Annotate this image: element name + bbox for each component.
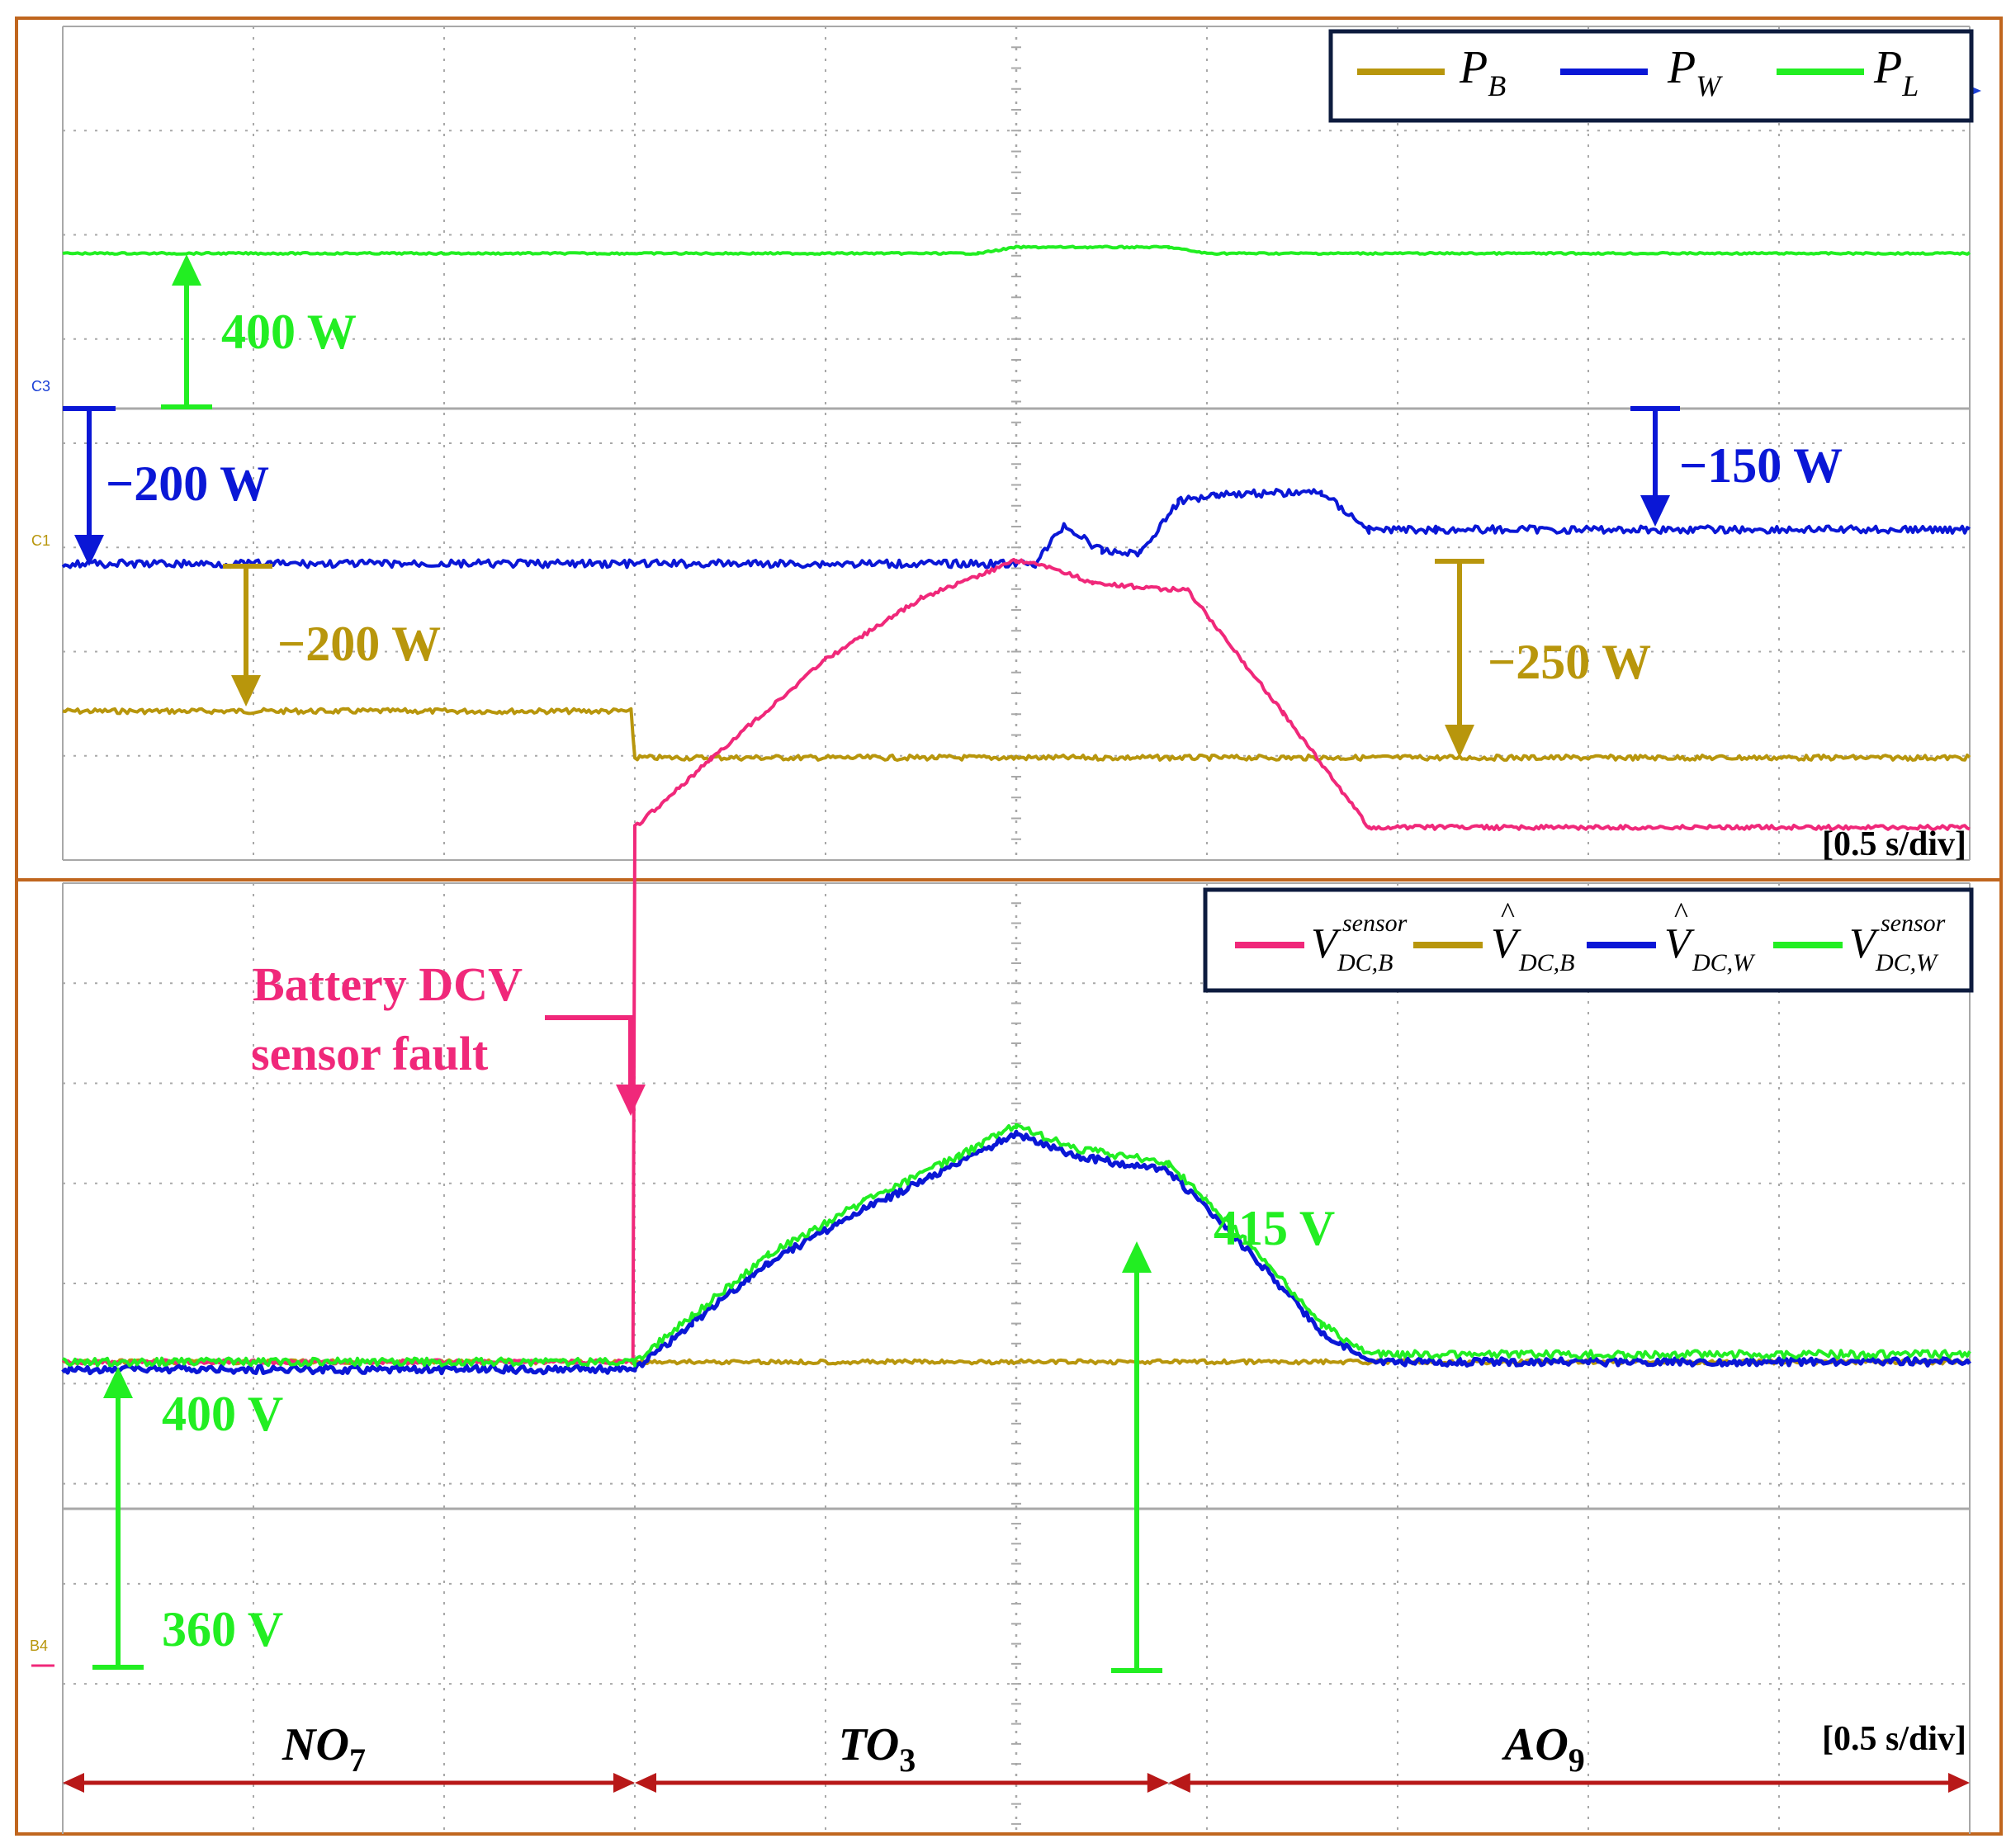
arrow-pw-150-head [1640, 495, 1670, 527]
legend-item-pw: PW [1560, 42, 1723, 102]
bottom-annotations: Battery DCV sensor fault 415 V 400 V 360… [30, 957, 1966, 1758]
mode-arrow-left-head [63, 1773, 84, 1793]
mode-label-sub: 3 [899, 1742, 916, 1779]
trace-v-dc-w-sensor [62, 1123, 1971, 1368]
svg-text:^: ^ [1501, 896, 1515, 929]
label-415v: 415 V [1214, 1201, 1335, 1255]
legend-item-pb: PB [1357, 42, 1506, 102]
legend-item-pl: PL [1777, 42, 1919, 102]
legend-item-vdcb-sensor: V sensor DC,B [1235, 910, 1408, 976]
label-sensor-fault: sensor fault [251, 1027, 489, 1080]
mode-arrow-right-head [1147, 1773, 1169, 1793]
time-scale-top: [0.5 s/div] [1822, 825, 1966, 863]
arrow-400w-head [172, 254, 201, 286]
bottom-legend: V sensor DC,B V ^ DC,B V ^ DC,W V sensor… [1203, 887, 1974, 993]
mode-label: TO3 [839, 1719, 916, 1779]
svg-text:sensor: sensor [1342, 910, 1408, 937]
mode-arrow-right-head [1948, 1773, 1970, 1793]
label-400w: 400 W [221, 305, 357, 359]
svg-text:V: V [1849, 920, 1880, 967]
time-scale-bottom: [0.5 s/div] [1822, 1720, 1966, 1758]
top-legend: PB PW PL [1328, 29, 1974, 123]
channel-marker-c3: C3 [31, 378, 50, 395]
channel-marker-c1: C1 [31, 532, 50, 549]
mode-label-main: NO [282, 1719, 349, 1770]
bottom-traces [61, 557, 1972, 1376]
arrow-415v-head [1122, 1241, 1152, 1273]
legend-item-vdcb-hat: V ^ DC,B [1413, 896, 1575, 976]
trace-v-dc-w-hat [61, 1129, 1972, 1376]
label-400v: 400 V [162, 1387, 283, 1441]
arrow-pb-250-head [1445, 725, 1474, 758]
mode-label-sub: 7 [349, 1742, 366, 1779]
mode-label: NO7 [282, 1719, 366, 1779]
svg-text:DC,B: DC,B [1518, 949, 1575, 976]
mode-label-sub: 9 [1569, 1742, 1585, 1779]
bottom-panel-frame [15, 878, 2003, 1836]
label-battery-dcv: Battery DCV [253, 957, 523, 1011]
mode-arrow-left-head [635, 1773, 656, 1793]
arrow-pb-200-head [231, 675, 261, 707]
svg-text:V: V [1664, 920, 1695, 967]
fault-pointer-line [545, 1015, 633, 1088]
label-360v: 360 V [162, 1602, 283, 1657]
arrow-360v-head [103, 1367, 133, 1398]
top-grid [62, 26, 1971, 861]
label-pb-minus200: −200 W [277, 617, 441, 671]
top-annotations: 400 W −200 W −200 W −150 W −250 W [0.5 s… [63, 254, 1966, 863]
legend-item-vdcw-hat: V ^ DC,W [1587, 896, 1756, 976]
fault-pointer-head [616, 1085, 646, 1116]
svg-text:DC,W: DC,W [1692, 949, 1756, 976]
label-pw-minus150: −150 W [1679, 438, 1843, 493]
mode-label: AO9 [1502, 1719, 1585, 1779]
mode-arrow-right-head [613, 1773, 635, 1793]
mode-label-main: TO [839, 1719, 900, 1770]
svg-text:PB: PB [1459, 42, 1506, 102]
label-pb-minus250: −250 W [1488, 635, 1651, 689]
svg-text:PW: PW [1667, 42, 1723, 102]
label-pw-minus200: −200 W [106, 456, 269, 511]
mode-arrow-left-head [1168, 1773, 1190, 1793]
mode-label-main: AO [1502, 1719, 1569, 1770]
svg-text:DC,B: DC,B [1337, 949, 1394, 976]
arrow-pw-200-head [74, 535, 104, 566]
channel-marker-bottom: B4 [30, 1638, 48, 1654]
svg-text:^: ^ [1674, 896, 1688, 929]
operation-modes: NO7 TO3 AO9 [63, 1719, 1970, 1793]
trace-p-b [62, 707, 1971, 762]
svg-text:DC,W: DC,W [1875, 949, 1939, 976]
legend-item-vdcw-sensor: V sensor DC,W [1773, 910, 1946, 976]
trace-p-w [61, 488, 1971, 570]
svg-text:sensor: sensor [1881, 910, 1946, 937]
svg-text:V: V [1491, 920, 1521, 967]
svg-text:V: V [1311, 920, 1341, 967]
svg-text:PL: PL [1873, 42, 1919, 102]
trace-p-l [62, 244, 1971, 256]
